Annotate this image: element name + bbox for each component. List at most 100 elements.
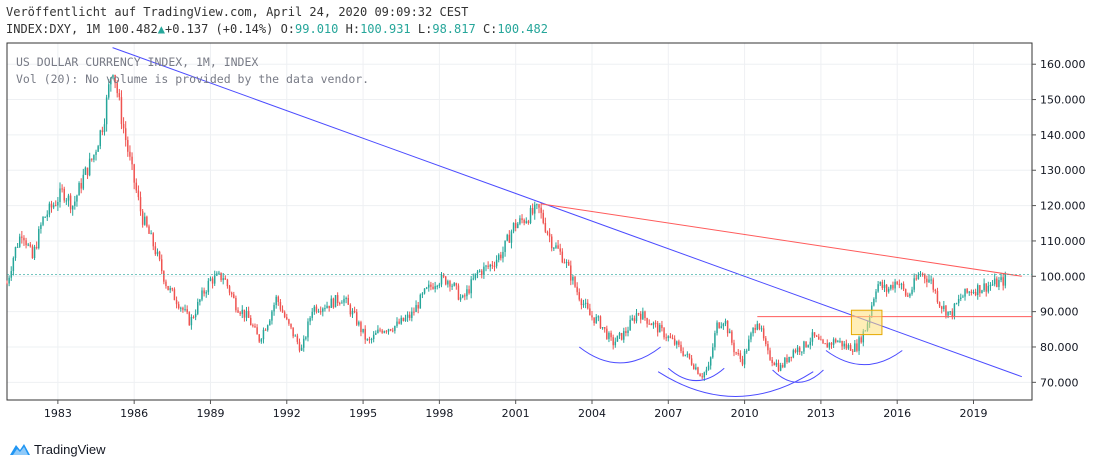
candle-body — [59, 188, 61, 202]
candle-body — [996, 278, 998, 287]
candle-body — [928, 279, 930, 283]
candle-body — [245, 310, 248, 318]
candle-body — [88, 158, 91, 176]
candle-body — [644, 311, 646, 319]
candle-body — [805, 341, 807, 348]
candle-body — [597, 316, 600, 318]
candle-body — [665, 337, 667, 339]
candle-body — [315, 306, 318, 312]
candle-body — [847, 345, 850, 349]
candle-body — [911, 289, 913, 295]
chart-area[interactable]: 70.000 80.000 90.000 100.000 110.000 120.000 1… — [6, 42, 1094, 432]
candle-body — [631, 318, 634, 320]
candle-body — [294, 335, 296, 337]
candle-body — [63, 188, 65, 201]
candle-body — [23, 237, 25, 241]
candle-body — [900, 283, 903, 285]
candle-body — [283, 312, 286, 318]
candle-body — [311, 311, 313, 318]
candle-body — [495, 259, 498, 267]
candle-body — [296, 335, 299, 342]
candle-body — [729, 331, 731, 334]
highlight-box[interactable] — [850, 309, 883, 336]
candle-body — [201, 290, 203, 300]
candle-body — [669, 336, 672, 338]
time-axis[interactable]: 1983 1986 1989 1992 1995 1998 2001 2004 2007 2010… — [44, 400, 988, 420]
candle-body — [428, 284, 430, 288]
candle-body — [18, 236, 21, 247]
candle-body — [177, 304, 180, 309]
candle-body — [387, 329, 390, 332]
candle-body — [288, 319, 290, 324]
candle-body — [512, 222, 515, 232]
candle-body — [290, 323, 292, 328]
candle-body — [12, 258, 15, 272]
candle-body — [820, 339, 822, 341]
candle-body — [890, 285, 892, 289]
candle-body — [650, 323, 653, 326]
candle-body — [550, 236, 553, 249]
candle-body — [809, 341, 812, 346]
candle-body — [307, 321, 309, 338]
candle-body — [811, 332, 814, 342]
x-tick-label: 1983 — [44, 407, 72, 420]
cup-arc[interactable] — [825, 350, 903, 366]
candle-body — [639, 313, 642, 320]
candle-body — [993, 278, 996, 285]
candle-body — [110, 77, 112, 85]
candle-body — [695, 367, 697, 370]
candles — [6, 74, 1007, 381]
candle-body — [881, 282, 884, 288]
candle-body — [362, 328, 364, 333]
cup-arc[interactable] — [657, 371, 814, 397]
price-chart[interactable]: 70.000 80.000 90.000 100.000 110.000 120.000 1… — [6, 42, 1094, 432]
candle-body — [981, 290, 983, 294]
candle-body — [599, 316, 602, 329]
candle-body — [167, 286, 169, 291]
candle-body — [860, 337, 862, 343]
candle-body — [525, 221, 528, 223]
blue-trendline[interactable] — [112, 47, 1022, 378]
candle-body — [794, 350, 797, 353]
candle-body — [279, 302, 282, 310]
price-axis[interactable]: 70.000 80.000 90.000 100.000 110.000 120.000 1… — [1032, 58, 1086, 389]
candle-body — [834, 339, 837, 343]
publish-line: Veröffentlicht auf TradingView.com, Apri… — [6, 5, 469, 19]
candle-body — [904, 289, 907, 296]
candle-body — [983, 283, 985, 291]
candle-body — [158, 251, 161, 260]
candle-body — [264, 329, 267, 331]
candle-body — [481, 270, 483, 275]
candle-body — [442, 274, 445, 277]
candle-body — [144, 216, 146, 225]
candle-body — [455, 283, 458, 286]
cup-arc[interactable] — [667, 367, 725, 381]
candle-body — [786, 357, 788, 363]
drawings[interactable] — [7, 47, 1032, 397]
candle-body — [35, 246, 38, 249]
candle-body — [459, 297, 462, 300]
candle-body — [351, 310, 354, 315]
candle-body — [379, 329, 381, 331]
candle-body — [606, 328, 608, 339]
candle-body — [756, 323, 759, 330]
candle-body — [563, 262, 566, 264]
candle-body — [932, 279, 934, 290]
candle-body — [408, 314, 411, 318]
candle-body — [788, 356, 790, 363]
red-trendline[interactable] — [541, 203, 1022, 277]
candle-body — [57, 201, 59, 206]
candle-body — [714, 333, 716, 348]
candle-body — [286, 317, 288, 320]
x-tick-label: 1989 — [196, 407, 224, 420]
candle-body — [415, 305, 417, 313]
candle-body — [464, 295, 466, 297]
candle-body — [508, 234, 511, 243]
cup-arc[interactable] — [578, 346, 661, 364]
cup-arc[interactable] — [772, 369, 824, 383]
candle-body — [633, 318, 636, 322]
candle-body — [461, 295, 464, 298]
candle-body — [25, 240, 27, 246]
candle-body — [565, 261, 568, 263]
candle-body — [194, 313, 197, 318]
